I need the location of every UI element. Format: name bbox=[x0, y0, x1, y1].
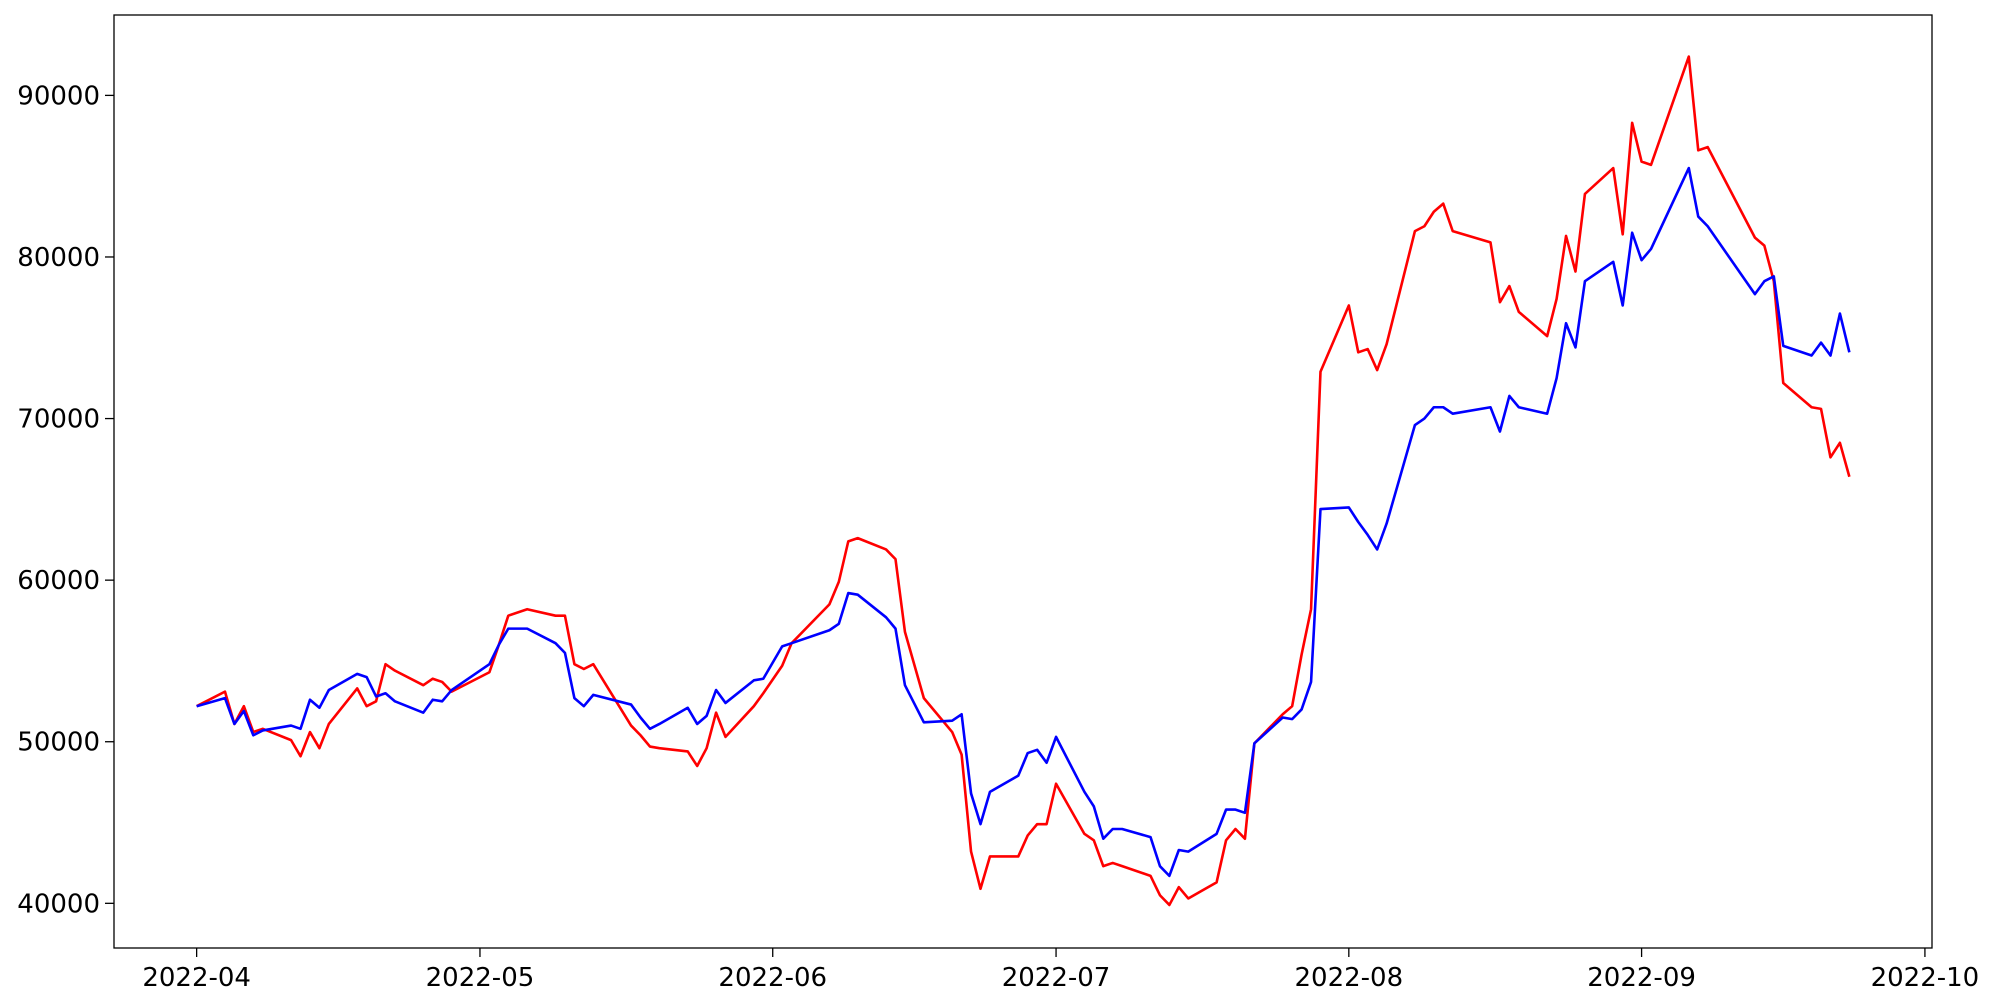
x-tick-label: 2022-04 bbox=[142, 963, 251, 993]
x-tick-label: 2022-10 bbox=[1871, 963, 1980, 993]
y-tick-label: 70000 bbox=[17, 405, 100, 435]
x-tick-label: 2022-09 bbox=[1587, 963, 1696, 993]
x-tick-label: 2022-05 bbox=[426, 963, 535, 993]
y-tick-label: 50000 bbox=[17, 728, 100, 758]
data-line bbox=[196, 166, 1851, 878]
x-tick-label: 2022-07 bbox=[1002, 963, 1111, 993]
x-tick-label: 2022-06 bbox=[718, 963, 827, 993]
y-tick-label: 90000 bbox=[17, 81, 100, 111]
y-tick-label: 40000 bbox=[17, 889, 100, 919]
x-tick-label: 2022-08 bbox=[1295, 963, 1404, 993]
data-line bbox=[196, 55, 1851, 907]
y-tick-label: 80000 bbox=[17, 243, 100, 273]
y-tick-label: 60000 bbox=[17, 566, 100, 596]
plot-frame bbox=[113, 14, 1933, 949]
